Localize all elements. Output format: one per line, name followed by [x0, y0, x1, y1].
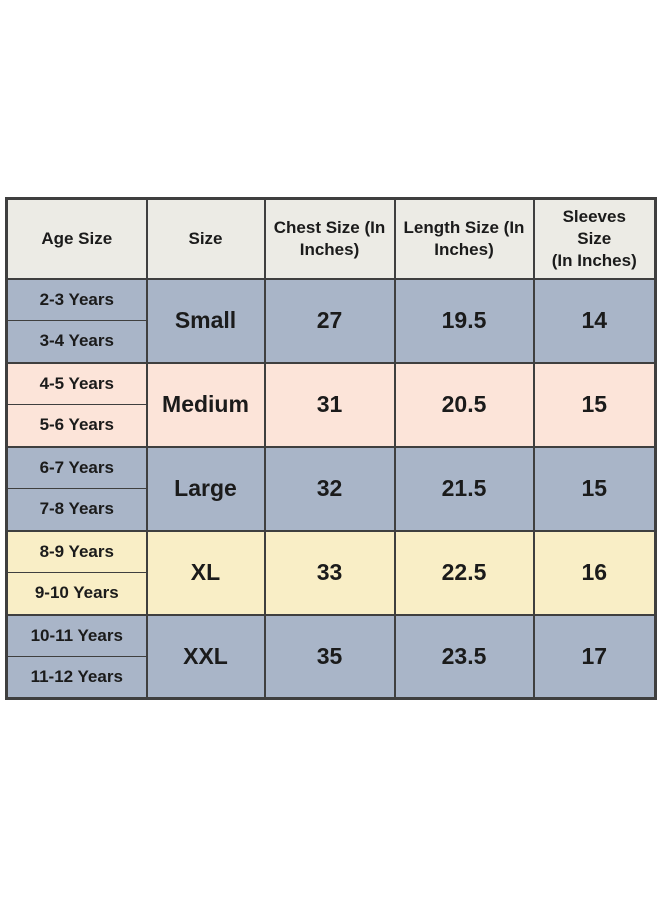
length-cell: 19.5	[393, 277, 535, 364]
age-cell: 10-11 Years	[5, 613, 148, 657]
sleeves-cell: 15	[532, 445, 657, 532]
chest-cell: 27	[263, 277, 396, 364]
table-row: 9-10 Years	[5, 572, 656, 616]
header-sleeves-size: Sleeves Size (In Inches)	[532, 197, 657, 280]
length-cell: 23.5	[393, 613, 535, 700]
age-cell: 6-7 Years	[5, 445, 148, 489]
size-cell: Large	[145, 445, 266, 532]
header-size: Size	[145, 197, 266, 280]
size-cell: XXL	[145, 613, 266, 700]
sleeves-cell: 17	[532, 613, 657, 700]
length-cell: 22.5	[393, 529, 535, 616]
chest-cell: 33	[263, 529, 396, 616]
length-cell: 21.5	[393, 445, 535, 532]
sleeves-cell: 14	[532, 277, 657, 364]
sleeves-cell: 16	[532, 529, 657, 616]
chest-cell: 32	[263, 445, 396, 532]
chest-cell: 31	[263, 361, 396, 448]
age-cell: 5-6 Years	[5, 404, 148, 448]
age-cell: 8-9 Years	[5, 529, 148, 573]
header-length-size: Length Size (In Inches)	[393, 197, 535, 280]
age-cell: 3-4 Years	[5, 320, 148, 364]
age-cell: 7-8 Years	[5, 488, 148, 532]
header-row: Age Size Size Chest Size (In Inches) Len…	[5, 197, 657, 280]
table-row: 6-7 Years Large 32 21.5 15	[5, 445, 657, 532]
table-row: 2-3 Years Small 27 19.5 14	[5, 277, 657, 364]
table-row: 3-4 Years	[5, 320, 656, 364]
size-chart-table: Age Size Size Chest Size (In Inches) Len…	[5, 197, 657, 700]
length-cell: 20.5	[393, 361, 535, 448]
size-cell: Small	[145, 277, 266, 364]
header-age-size: Age Size	[5, 197, 148, 280]
age-cell: 4-5 Years	[5, 361, 148, 405]
table-row: 5-6 Years	[5, 404, 656, 448]
table-row: 7-8 Years	[5, 488, 656, 532]
size-cell: Medium	[145, 361, 266, 448]
table-row: 11-12 Years	[5, 656, 656, 700]
table-row: 4-5 Years Medium 31 20.5 15	[5, 361, 657, 448]
table-row: 8-9 Years XL 33 22.5 16	[5, 529, 657, 616]
age-cell: 9-10 Years	[5, 572, 148, 616]
chest-cell: 35	[263, 613, 396, 700]
header-chest-size: Chest Size (In Inches)	[263, 197, 396, 280]
sleeves-cell: 15	[532, 361, 657, 448]
size-cell: XL	[145, 529, 266, 616]
age-cell: 11-12 Years	[5, 656, 148, 700]
size-chart-header: Age Size Size Chest Size (In Inches) Len…	[5, 197, 657, 280]
table-row: 10-11 Years XXL 35 23.5 17	[5, 613, 657, 700]
age-cell: 2-3 Years	[5, 277, 148, 321]
